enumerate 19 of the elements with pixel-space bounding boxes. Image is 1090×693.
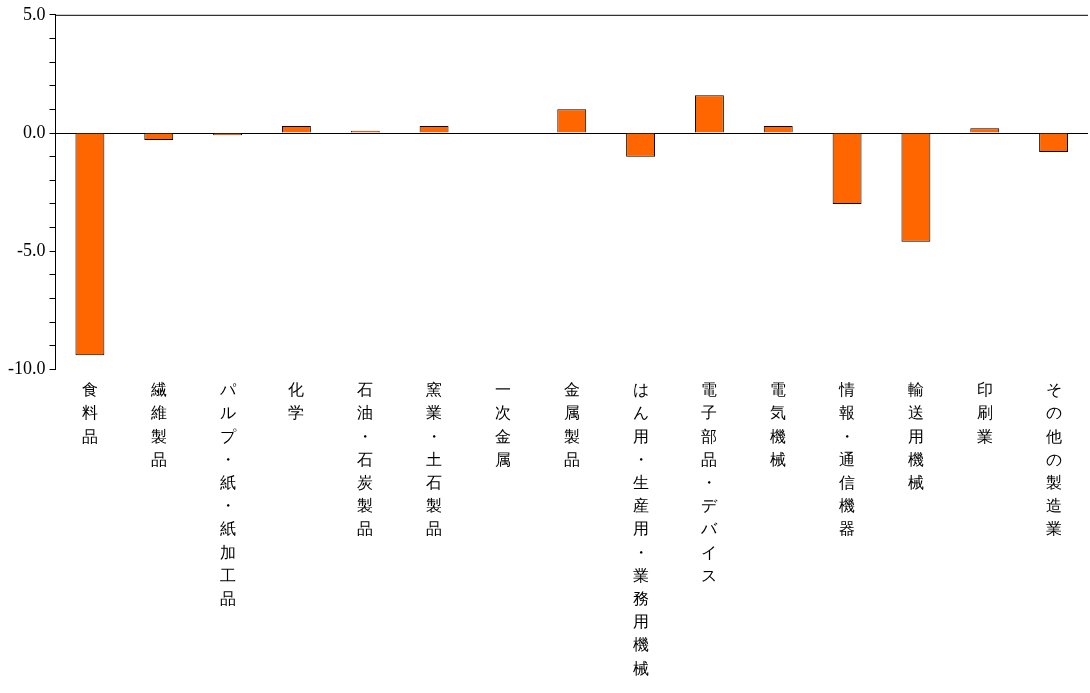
y-tick-label: -5.0 [16,239,46,260]
category-label: はん用・生産用・業務用機械 [632,381,649,677]
y-tick-label: 0.0 [22,121,46,142]
category-label: 電子部品・デバイス [701,381,718,584]
x-tick-label: 印刷業 [976,381,993,445]
x-tick-label: 一次金属 [494,381,511,468]
x-tick-label: 情報・通信機器 [838,381,856,538]
x-tick-label: 食料品 [81,381,98,445]
y-tick-label: 5.0 [22,3,46,24]
x-tick-label: 繊維製品 [149,381,167,468]
x-tick-label: その他の製造業 [1045,381,1062,538]
x-tick-label: 窯業・土石製品 [426,381,443,538]
y-tick-label: -10.0 [7,358,46,379]
x-tick-label: 化学 [288,381,305,422]
x-tick-label: 石油・石炭製品 [357,381,374,538]
x-tick-label: 金属製品 [563,381,580,468]
x-tick-label: 輸送用機械 [907,381,924,491]
x-tick-label: 電気機械 [770,381,787,468]
category-label: パルプ・紙・紙加工品 [219,381,236,607]
